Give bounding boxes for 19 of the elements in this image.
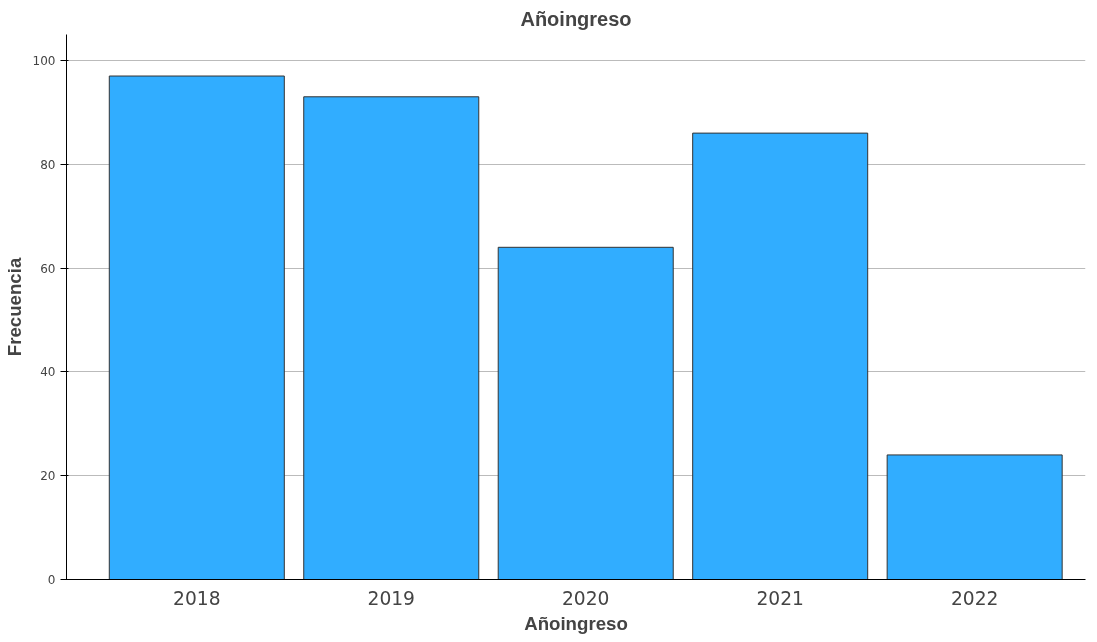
bar — [497, 246, 674, 580]
bar — [692, 132, 869, 580]
x-tick-label: 2022 — [950, 587, 999, 609]
bar — [886, 454, 1063, 580]
bar — [108, 75, 285, 580]
y-tick-label: 0 — [47, 573, 56, 587]
x-tick-label: 2020 — [561, 587, 610, 609]
x-axis-title: Añoingreso — [524, 612, 628, 634]
x-tick-label: 2021 — [756, 587, 804, 609]
y-axis-title: Frecuencia — [3, 257, 25, 357]
chart-title: Añoingreso — [520, 7, 632, 30]
y-tick-label: 100 — [32, 53, 56, 68]
x-tick-label: 2018 — [173, 587, 221, 609]
x-tick-label: 2019 — [367, 587, 415, 609]
bar — [303, 96, 480, 580]
y-tick-label: 60 — [40, 261, 56, 276]
y-tick-label: 40 — [40, 365, 56, 380]
y-tick-label: 20 — [40, 469, 56, 484]
y-tick-label: 80 — [40, 157, 56, 172]
